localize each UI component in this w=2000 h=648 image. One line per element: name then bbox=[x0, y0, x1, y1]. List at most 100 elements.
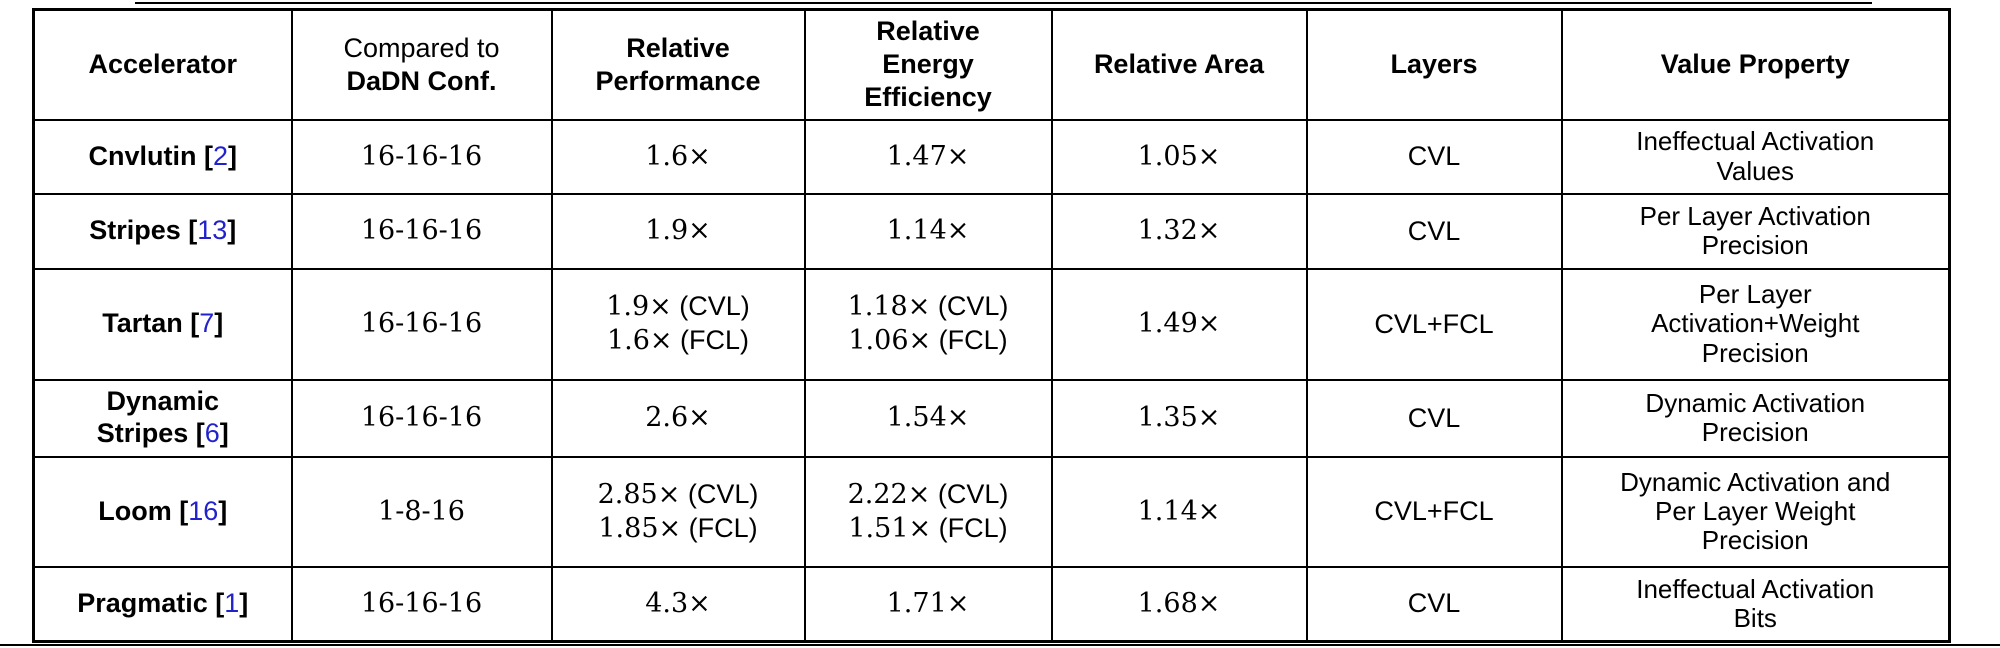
accelerator-name: Tartan bbox=[102, 308, 183, 339]
header-label-line: Compared to bbox=[343, 32, 500, 63]
top-rule bbox=[135, 2, 1872, 4]
header-label-line: Value Property bbox=[1660, 49, 1850, 80]
citation-close-bracket: ] bbox=[214, 308, 224, 339]
accelerator-name-line: Tartan [7] bbox=[39, 308, 287, 340]
citation-link[interactable]: 13 bbox=[197, 215, 228, 246]
metric-value: 2.6× bbox=[645, 402, 711, 434]
accelerator-cell: Stripes [13] bbox=[32, 192, 293, 270]
metric-value: 2.22× bbox=[847, 478, 931, 510]
citation-open-bracket: [ bbox=[171, 495, 189, 526]
value-property-line: Precision bbox=[1701, 337, 1809, 368]
metric-value: 1.54× bbox=[886, 402, 970, 434]
accelerator-name-line: Stripes [6] bbox=[39, 418, 287, 450]
metric-line: 2.6× bbox=[557, 401, 800, 435]
value-property-line: Dynamic Activation and bbox=[1620, 466, 1891, 497]
value-property-cell: Ineffectual Activation Values bbox=[1560, 118, 1951, 195]
metric-line: 1.47× bbox=[810, 140, 1047, 174]
metric-value: 1.18× bbox=[847, 291, 931, 323]
citation-link[interactable]: 6 bbox=[204, 418, 220, 448]
citation-link[interactable]: 1 bbox=[224, 587, 240, 618]
metric-line: 1.9× (CVL) bbox=[557, 290, 800, 324]
table-row: Tartan [7] 16-16-16 1.9× (CVL) 1.6× (FCL) 1.… bbox=[32, 267, 1951, 381]
column-header-accelerator: Accelerator bbox=[32, 8, 293, 121]
layer-scope-label: (CVL) bbox=[930, 478, 1009, 509]
header-label-line: DaDN Conf. bbox=[346, 65, 497, 96]
header-label-line: Efficiency bbox=[864, 82, 992, 113]
relative-area-cell: 1.68× bbox=[1050, 565, 1308, 643]
relative-area-cell: 1.49× bbox=[1050, 267, 1308, 381]
citation-close-bracket: ] bbox=[228, 140, 238, 171]
value-property-line: Precision bbox=[1701, 230, 1809, 260]
citation-link[interactable]: 7 bbox=[199, 308, 215, 339]
header-label-line: Relative bbox=[626, 32, 730, 63]
layer-scope-label: (FCL) bbox=[681, 512, 758, 543]
relative-energy-efficiency-cell: 1.54× bbox=[803, 378, 1053, 458]
accelerator-name-line: Cnvlutin [2] bbox=[39, 141, 287, 173]
accelerator-name: Loom bbox=[98, 495, 172, 526]
metric-line: 1.85× (FCL) bbox=[557, 512, 800, 546]
header-label-line: Relative bbox=[876, 16, 980, 47]
table-row: Cnvlutin [2] 16-16-16 1.6× 1.47× 1.05× CVL Ine… bbox=[32, 118, 1951, 195]
citation-link[interactable]: 16 bbox=[188, 495, 219, 526]
value-property-cell: Ineffectual Activation Bits bbox=[1560, 565, 1951, 643]
citation-close-bracket: ] bbox=[239, 587, 249, 618]
metric-line: 1.71× bbox=[810, 587, 1047, 621]
header-label-line: Energy bbox=[882, 49, 974, 80]
metric-value: 4.3× bbox=[645, 587, 711, 619]
metric-value: 2.85× bbox=[597, 478, 681, 510]
accelerator-cell: Cnvlutin [2] bbox=[32, 118, 293, 195]
relative-energy-efficiency-cell: 1.18× (CVL) 1.06× (FCL) bbox=[803, 267, 1053, 381]
metric-value: 1.6× bbox=[645, 140, 711, 172]
value-property-line: Activation+Weight bbox=[1651, 308, 1860, 339]
metric-line: 1.51× (FCL) bbox=[810, 512, 1047, 546]
accelerator-cell: Tartan [7] bbox=[32, 267, 293, 381]
metric-value: 1.85× bbox=[598, 512, 682, 544]
accelerator-name: Stripes bbox=[96, 418, 189, 448]
header-label-line: Accelerator bbox=[88, 49, 238, 80]
relative-performance-cell: 1.9× (CVL) 1.6× (FCL) bbox=[550, 267, 806, 381]
value-property-line: Precision bbox=[1701, 417, 1809, 447]
citation-link[interactable]: 2 bbox=[212, 140, 229, 171]
layers-cell: CVL+FCL bbox=[1305, 455, 1563, 568]
layer-scope-label: (CVL) bbox=[671, 291, 750, 322]
accelerator-name-line: Pragmatic [1] bbox=[39, 588, 287, 620]
citation-open-bracket: [ bbox=[207, 587, 225, 618]
relative-area-cell: 1.35× bbox=[1050, 378, 1308, 458]
relative-performance-cell: 4.3× bbox=[550, 565, 806, 643]
value-property-line: Ineffectual Activation bbox=[1636, 573, 1875, 604]
citation-open-bracket: [ bbox=[182, 308, 200, 339]
relative-performance-cell: 1.9× bbox=[550, 192, 806, 270]
table-row: Loom [16] 1-8-16 2.85× (CVL) 1.85× (FCL) 2.2… bbox=[32, 455, 1951, 568]
value-property-line: Dynamic Activation bbox=[1645, 387, 1866, 418]
accelerator-name-line: Dynamic bbox=[39, 386, 287, 418]
accelerator-name: Dynamic bbox=[106, 386, 220, 417]
dadn-config-cell: 16-16-16 bbox=[290, 267, 553, 381]
relative-energy-efficiency-cell: 2.22× (CVL) 1.51× (FCL) bbox=[803, 455, 1053, 568]
header-label-line: Layers bbox=[1390, 49, 1478, 80]
metric-line: 1.6× (FCL) bbox=[557, 324, 800, 358]
metric-value: 1.6× bbox=[606, 325, 673, 356]
accelerators-comparison-table: Accelerator Compared to DaDN Conf. Relative… bbox=[32, 8, 1951, 643]
accelerator-name: Pragmatic bbox=[77, 587, 208, 618]
metric-line: 1.9× bbox=[557, 214, 800, 248]
metric-line: 2.22× (CVL) bbox=[810, 478, 1047, 512]
metric-value: 1.06× bbox=[848, 325, 932, 356]
layer-scope-label: (FCL) bbox=[931, 512, 1008, 543]
column-header-relative-area: Relative Area bbox=[1050, 8, 1308, 121]
metric-value: 1.71× bbox=[886, 587, 970, 619]
metric-value: 1.9× bbox=[645, 215, 711, 247]
metric-value: 1.9× bbox=[606, 291, 672, 323]
relative-area-cell: 1.32× bbox=[1050, 192, 1308, 270]
column-header-relative-energy-efficiency: Relative Energy Efficiency bbox=[803, 8, 1053, 121]
layers-cell: CVL bbox=[1305, 118, 1563, 195]
relative-area-cell: 1.05× bbox=[1050, 118, 1308, 195]
citation-open-bracket: [ bbox=[180, 215, 198, 246]
accelerator-name-line: Stripes [13] bbox=[39, 215, 287, 247]
metric-line: 1.06× (FCL) bbox=[810, 324, 1047, 358]
accelerator-name: Stripes bbox=[89, 215, 181, 246]
layer-scope-label: (CVL) bbox=[680, 478, 759, 509]
value-property-cell: Per Layer Activation+Weight Precision bbox=[1560, 267, 1951, 381]
column-header-dadn-config: Compared to DaDN Conf. bbox=[290, 8, 553, 121]
value-property-cell: Dynamic Activation and Per Layer Weight Pr… bbox=[1560, 455, 1951, 568]
citation-open-bracket: [ bbox=[188, 418, 205, 448]
